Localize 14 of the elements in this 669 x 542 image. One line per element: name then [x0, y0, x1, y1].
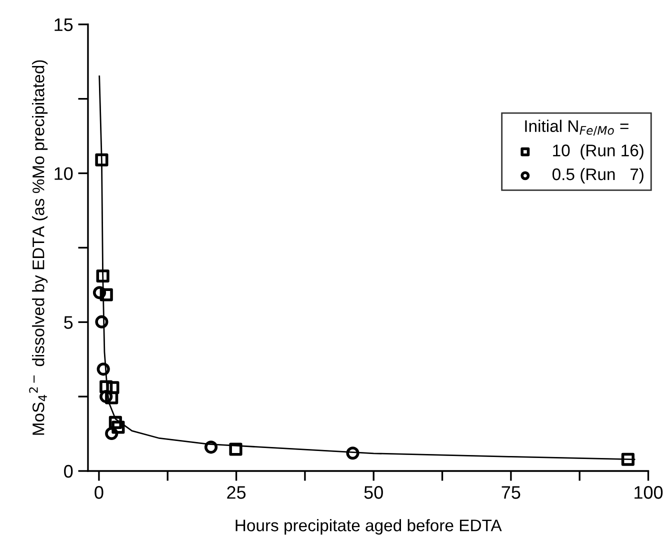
x-tick-label: 50	[364, 486, 383, 499]
legend-title: Initial N$_{Fe/Mo}$ =	[525, 120, 628, 136]
x-axis-title: Hours precipitate aged before EDTA	[236, 519, 502, 535]
legend-label: 10 (Run 16)	[553, 144, 644, 160]
x-tick-label: 100	[634, 486, 663, 499]
x-tick-label: 75	[502, 486, 520, 499]
y-tick-label: 10	[54, 167, 73, 180]
legend-label: 0.5 (Run 7)	[552, 168, 644, 184]
y-axis-title: MoS$_{4}$$^{2−}$ dissolved by EDTA (as %Mo precipitated)	[29, 60, 48, 435]
x-tick-label: 25	[227, 486, 246, 499]
y-tick-label: 5	[64, 316, 73, 329]
x-tick-label: 0	[94, 486, 104, 499]
y-tick-label: 15	[54, 18, 73, 32]
y-tick-label: 0	[64, 464, 73, 478]
